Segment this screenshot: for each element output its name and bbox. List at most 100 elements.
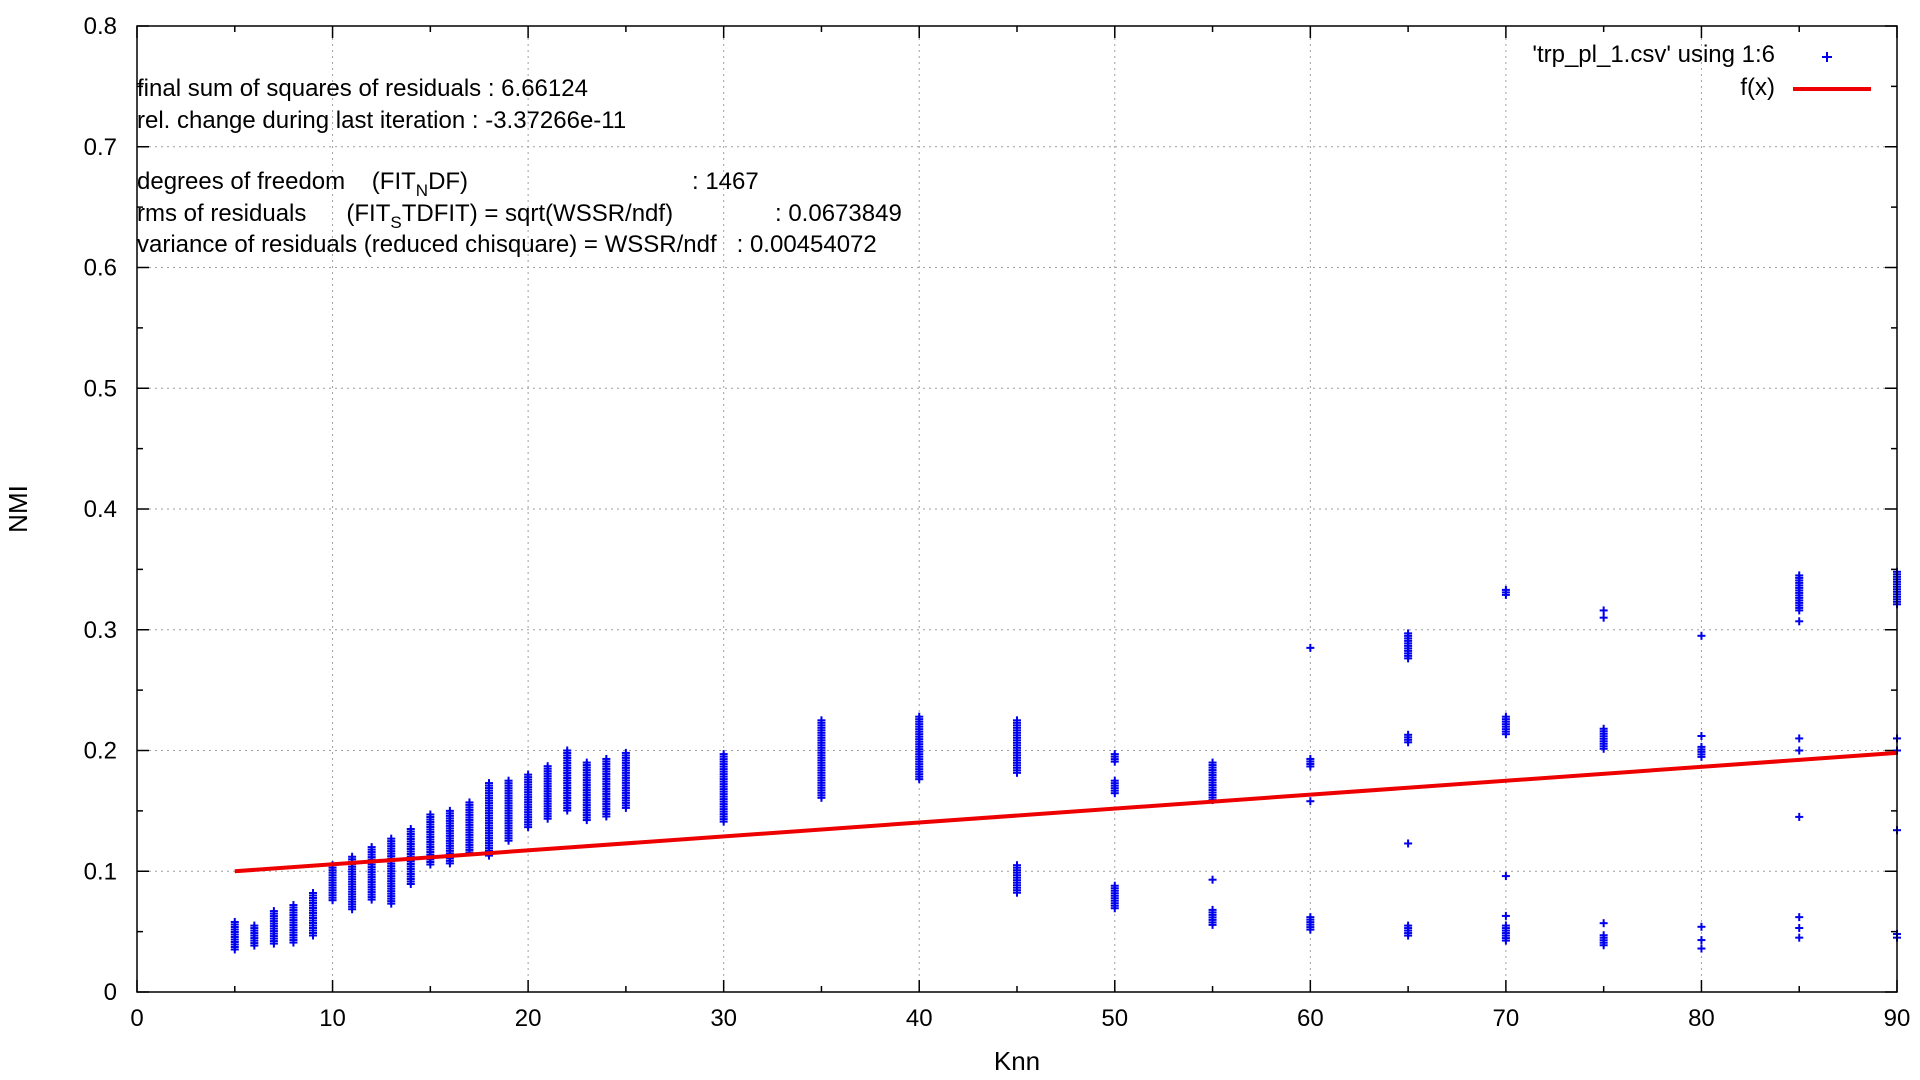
data-point <box>1697 944 1706 953</box>
data-point <box>1697 922 1706 931</box>
data-point <box>1501 872 1510 881</box>
fit-info-suffix: DF) <box>428 168 468 195</box>
y-tick-label: 0.3 <box>84 617 117 644</box>
data-point <box>1404 839 1413 848</box>
data-point <box>1404 931 1413 940</box>
data-point <box>1110 757 1119 766</box>
data-point <box>543 814 552 823</box>
x-tick-label: 70 <box>1493 1005 1520 1032</box>
x-axis-title: Knn <box>994 1046 1040 1076</box>
data-point <box>1795 746 1804 755</box>
data-point <box>1599 613 1608 622</box>
y-tick-label: 0.8 <box>84 13 117 40</box>
y-axis-title: NMI <box>3 485 33 533</box>
data-point <box>387 899 396 908</box>
fit-info-prefix: degrees of freedom (FIT <box>137 168 416 195</box>
data-point <box>1208 920 1217 929</box>
fit-info-prefix: rms of residuals (FIT <box>137 200 391 227</box>
data-point <box>445 859 454 868</box>
fit-statistics-block: final sum of squares of residuals : 6.66… <box>137 75 902 258</box>
data-point <box>269 939 278 948</box>
data-point <box>426 860 435 869</box>
data-point <box>1599 744 1608 753</box>
legend-label-fit: f(x) <box>1740 74 1775 101</box>
x-tick-label: 80 <box>1688 1005 1715 1032</box>
axis-ticks <box>136 25 1898 993</box>
data-point <box>367 895 376 904</box>
data-point <box>1013 888 1021 897</box>
data-point <box>1599 919 1608 928</box>
data-point <box>582 816 591 825</box>
data-point <box>1697 936 1706 945</box>
data-point <box>1795 913 1804 922</box>
data-point <box>817 793 826 802</box>
data-point <box>1306 762 1315 771</box>
data-point <box>1110 789 1119 798</box>
data-point <box>1306 797 1315 806</box>
data-point <box>250 941 259 950</box>
fit-info-value: : 1467 <box>692 168 759 195</box>
y-tick-label: 0.2 <box>84 738 117 765</box>
legend: 'trp_pl_1.csv' using 1:6 f(x) <box>1532 41 1871 101</box>
fit-info-line: rel. change during last iteration : -3.3… <box>137 107 626 134</box>
fit-info-value: : 0.0673849 <box>775 200 902 227</box>
data-point <box>1795 812 1804 821</box>
data-point <box>406 879 415 888</box>
x-tick-label: 10 <box>319 1005 346 1032</box>
fit-info-subscript: N <box>416 181 428 200</box>
data-point <box>1404 654 1413 663</box>
data-point <box>1795 924 1804 933</box>
fit-info-line: final sum of squares of residuals : 6.66… <box>137 75 588 102</box>
data-point <box>230 945 239 954</box>
data-point <box>1501 590 1510 599</box>
data-point <box>1404 738 1413 747</box>
fit-curve <box>234 750 1898 874</box>
data-point <box>1795 617 1804 626</box>
y-tick-label: 0.4 <box>84 496 117 523</box>
x-tick-label: 30 <box>710 1005 737 1032</box>
data-point <box>602 812 611 821</box>
data-point <box>524 823 533 832</box>
legend-label-points: 'trp_pl_1.csv' using 1:6 <box>1532 41 1775 68</box>
y-tick-label: 0.6 <box>84 255 117 282</box>
fit-info-line: rms of residuals (FITSTDFIT) = sqrt(WSSR… <box>137 200 673 232</box>
data-point <box>563 806 572 815</box>
data-point <box>719 817 728 826</box>
data-point <box>915 775 924 784</box>
y-tick-label: 0 <box>104 979 117 1006</box>
y-tick-label: 0.1 <box>84 858 117 885</box>
x-tick-label: 0 <box>130 1005 143 1032</box>
x-tick-label: 60 <box>1297 1005 1324 1032</box>
x-tick-label: 20 <box>515 1005 542 1032</box>
data-point <box>1795 734 1804 743</box>
fit-info-line: variance of residuals (reduced chisquare… <box>137 231 877 258</box>
data-point <box>1306 643 1315 652</box>
data-point <box>504 836 513 845</box>
data-point <box>621 803 630 812</box>
data-point <box>1599 941 1608 950</box>
y-tick-label: 0.7 <box>84 134 117 161</box>
data-point <box>1697 732 1706 741</box>
data-point <box>348 905 357 914</box>
tick-labels: 0 10 20 30 40 50 60 70 80 90 0 0.1 0.2 0.3 0.4 0.5 0.6 0.… <box>84 13 1911 1032</box>
data-point <box>309 931 317 940</box>
data-point <box>1013 768 1021 777</box>
data-point <box>1795 606 1804 615</box>
legend-marker-points <box>1822 52 1832 62</box>
x-tick-label: 40 <box>906 1005 933 1032</box>
data-point <box>1306 925 1315 934</box>
plot-frame <box>136 25 1898 993</box>
data-point <box>289 938 298 947</box>
data-point <box>1110 904 1119 913</box>
data-point <box>1599 606 1608 615</box>
data-point <box>1501 911 1510 920</box>
data-point <box>1501 936 1510 945</box>
data-point <box>328 896 337 905</box>
fit-info-suffix: TDFIT) = sqrt(WSSR/ndf) <box>402 200 673 227</box>
data-point <box>1795 933 1804 942</box>
data-point <box>1501 730 1510 739</box>
y-tick-label: 0.5 <box>84 375 117 402</box>
fit-info-subscript: S <box>390 213 401 232</box>
fit-info-line: degrees of freedom (FITNDF) <box>137 168 468 200</box>
